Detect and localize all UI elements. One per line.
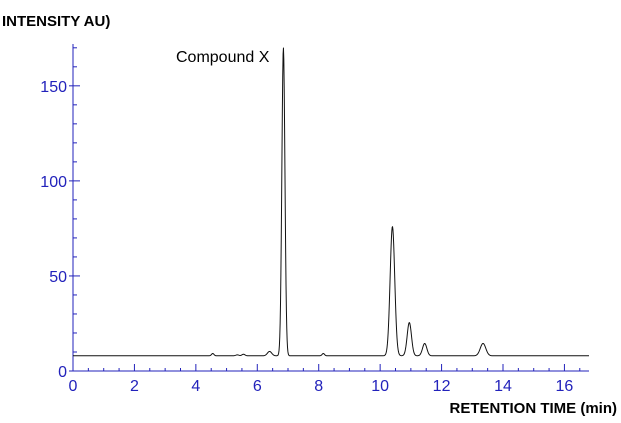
y-tick-label: 0: [58, 364, 67, 381]
y-axis-label: INTENSITY AU): [2, 13, 111, 30]
x-tick-label: 10: [371, 378, 389, 395]
y-tick-label: 150: [40, 79, 67, 96]
x-tick-label: 6: [253, 378, 262, 395]
x-tick-label: 14: [494, 378, 512, 395]
y-tick-label: 50: [49, 269, 67, 286]
x-tick-label: 4: [191, 378, 200, 395]
x-tick-label: 16: [556, 378, 574, 395]
annotations: Compound X: [176, 49, 270, 66]
chromatogram-trace: [72, 47, 590, 357]
peak-annotation: Compound X: [176, 49, 270, 66]
axes: 0 2 4 6 8 10 12 14 16 0 50 100 150: [40, 44, 589, 395]
x-tick-label: 0: [69, 378, 78, 395]
x-axis-label: RETENTION TIME (min): [449, 400, 618, 417]
x-tick-label: 2: [130, 378, 139, 395]
y-tick-label: 100: [40, 174, 67, 191]
x-tick-label: 8: [314, 378, 323, 395]
x-tick-label: 12: [433, 378, 451, 395]
